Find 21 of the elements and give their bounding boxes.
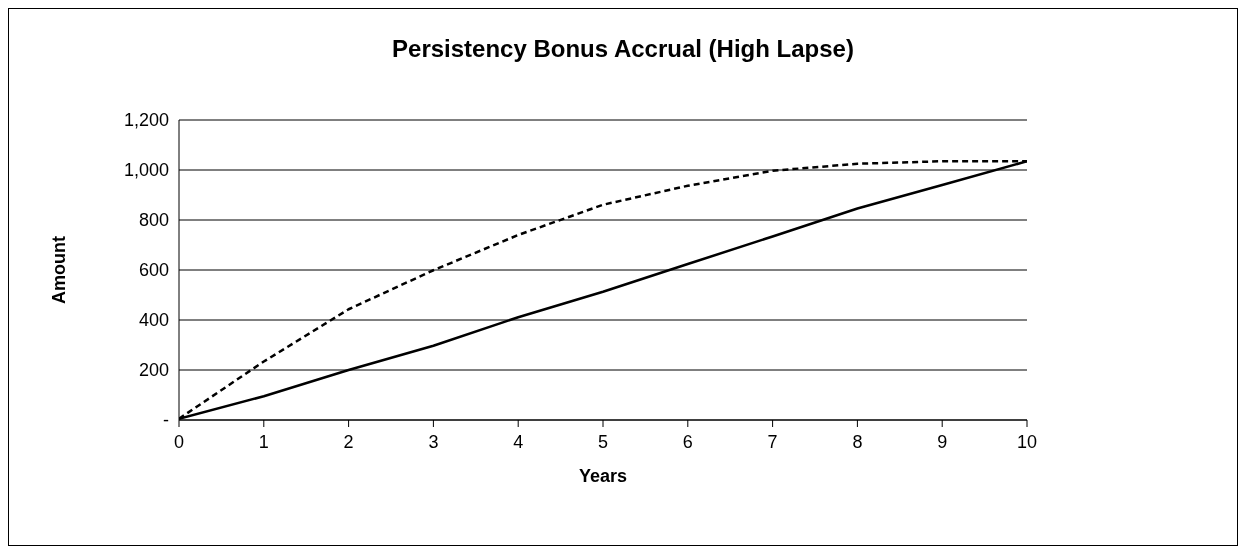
y-tick-label: 400: [138, 310, 169, 331]
y-axis-title: Amount: [49, 236, 70, 304]
x-tick-label: 4: [513, 431, 524, 452]
x-tick-label: 6: [682, 431, 693, 452]
x-tick-label: 2: [343, 431, 354, 452]
x-tick-label: 1: [258, 431, 269, 452]
y-tick-label: 600: [138, 260, 169, 281]
y-tick-label: 1,200: [123, 110, 169, 131]
x-tick-label: 10: [1016, 431, 1038, 452]
x-tick-label: 5: [597, 431, 609, 452]
x-tick-label: 3: [428, 431, 439, 452]
x-tick-label: 7: [767, 431, 778, 452]
x-axis-title: Years: [578, 466, 628, 486]
x-tick-label: 8: [852, 431, 863, 452]
y-tick-label: 200: [138, 360, 169, 381]
y-tick-label: 1,000: [123, 160, 169, 181]
x-tick-label: 9: [937, 431, 948, 452]
x-tick-label: 0: [173, 431, 185, 452]
y-tick-label: -: [163, 410, 169, 431]
chart-title: Persistency Bonus Accrual (High Lapse): [391, 35, 855, 63]
y-tick-label: 800: [138, 210, 169, 231]
